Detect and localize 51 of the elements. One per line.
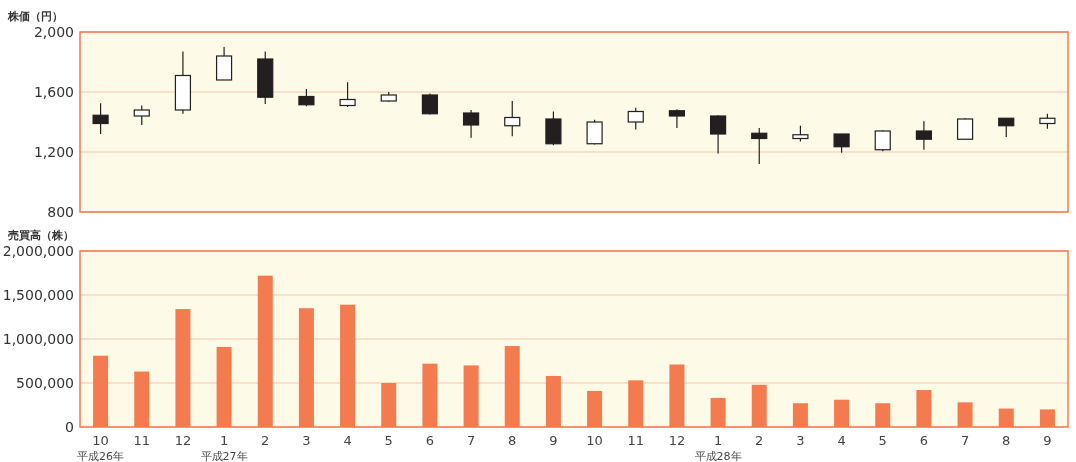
candlestick (915, 120, 933, 151)
y-tick-label: 2,000,000 (2, 243, 74, 259)
y-tick-label: 2,000 (33, 24, 74, 40)
x-tick-label: 10 (586, 433, 603, 448)
x-tick-label: 6 (919, 433, 929, 448)
candlestick (215, 46, 233, 81)
y-tick-label: 500,000 (16, 375, 74, 391)
candlestick (874, 129, 891, 152)
y-tick-label: 0 (65, 419, 74, 435)
y-tick-label: 1,600 (33, 84, 74, 100)
candlestick (668, 108, 686, 129)
x-tick-label: 10 平成26年 (77, 433, 125, 462)
candlestick (998, 117, 1015, 138)
x-tick-label: 11 (133, 433, 151, 448)
x-tick-label: 9 (1043, 433, 1052, 448)
x-tick-label: 6 (425, 433, 435, 448)
x-tick-label: 9 (549, 433, 558, 448)
x-tick-label: 2 (755, 433, 764, 448)
x-tick-label: 11 (627, 433, 645, 448)
candlestick (956, 117, 974, 140)
x-tick-label: 1 平成28年 (694, 433, 742, 462)
y-tick-label: 800 (47, 204, 74, 220)
x-tick-label: 5 (878, 433, 887, 448)
candlestick (833, 133, 850, 154)
x-tick-label: 2 (261, 433, 270, 448)
y-tick-label: 1,000,000 (2, 331, 74, 347)
candlestick (504, 100, 521, 137)
candlestick (586, 119, 603, 146)
x-tick-label: 7 (466, 433, 476, 448)
candlestick (92, 102, 109, 135)
x-tick-label: 8 (508, 433, 517, 448)
candlestick (627, 107, 644, 131)
candlestick (709, 114, 727, 155)
x-tick-label: 12 (668, 433, 686, 448)
candlestick (751, 127, 768, 165)
y-axis-title: 株価（円） (7, 10, 63, 23)
x-tick-label: 12 (174, 433, 192, 448)
x-tick-label: 1 平成27年 (200, 433, 248, 462)
x-tick-label: 5 (384, 433, 393, 448)
x-tick-label: 3 (796, 433, 805, 448)
x-tick-label: 7 (960, 433, 970, 448)
x-tick-label: 4 (343, 433, 352, 448)
candlestick (133, 104, 150, 126)
y-axis-title: 売買高（株） (8, 229, 74, 242)
y-tick-label: 1,500,000 (2, 287, 74, 303)
x-tick-label: 8 (1002, 433, 1011, 448)
x-tick-label: 3 (302, 433, 311, 448)
y-tick-label: 1,200 (33, 144, 74, 160)
x-tick-label: 4 (837, 433, 846, 448)
candlestick (339, 81, 356, 108)
candlestick (462, 109, 480, 139)
